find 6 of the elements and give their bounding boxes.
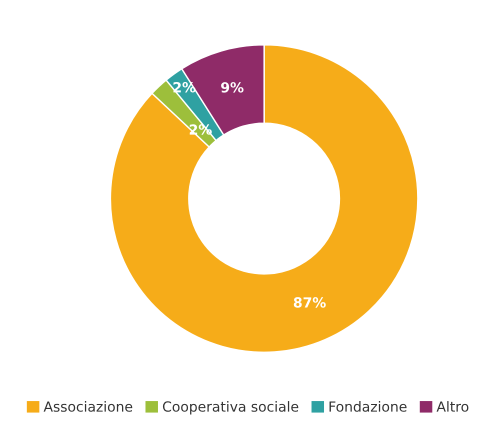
legend-label: Cooperativa sociale (162, 401, 298, 414)
legend-label: Altro (436, 401, 468, 412)
legend-label: Fondazione (330, 401, 407, 412)
data-label: 9% (221, 82, 244, 93)
legend-label: Associazione (44, 401, 132, 412)
data-label: 87% (294, 297, 326, 308)
